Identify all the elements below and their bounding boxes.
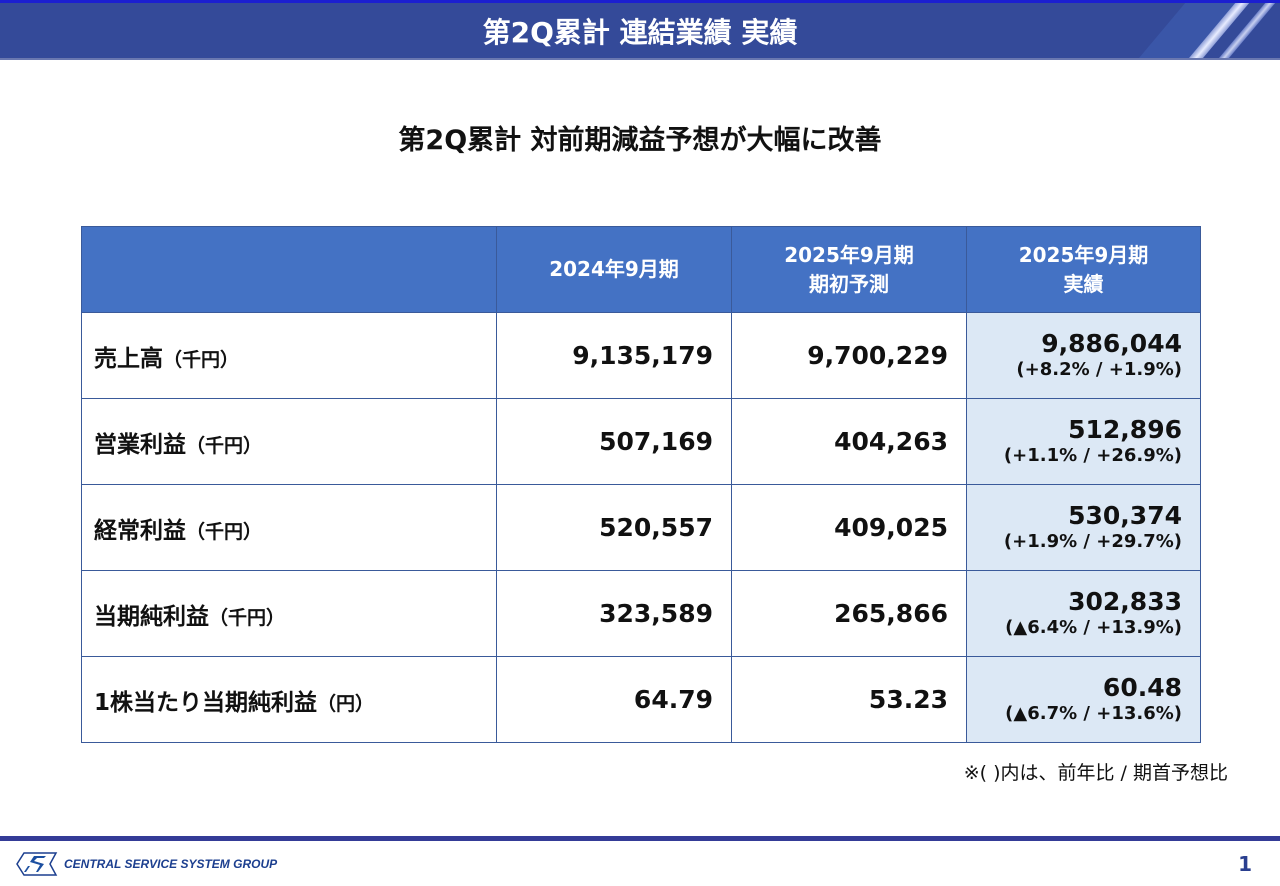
row-label: 当期純利益（千円） [81, 570, 497, 657]
table-header-row: 2024年9月期 2025年9月期 期初予測 2025年9月期 実績 [81, 226, 1201, 313]
prev-value: 507,169 [496, 398, 732, 485]
header-line: 実績 [1063, 271, 1104, 296]
prev-value: 64.79 [496, 656, 732, 743]
metric-name: 1株当たり当期純利益 [94, 689, 318, 716]
metric-unit: （円） [317, 692, 375, 715]
actual-value: 60.48 [1102, 673, 1182, 703]
header-prev: 2024年9月期 [496, 226, 732, 313]
footnote: ※( )内は、前年比 / 期首予想比 [963, 762, 1228, 784]
metric-unit: （千円） [186, 520, 263, 543]
metric-unit: （千円） [186, 434, 263, 457]
actual-cell: 60.48 (▲6.7% / +13.6%) [966, 656, 1201, 743]
metric-name: 売上高 [94, 345, 163, 372]
actual-ratio: (▲6.7% / +13.6%) [1005, 702, 1182, 724]
actual-ratio: (+1.9% / +29.7%) [1003, 530, 1182, 552]
actual-ratio: (▲6.4% / +13.9%) [1005, 616, 1182, 638]
table-row: 営業利益（千円） 507,169 404,263 512,896 (+1.1% /… [81, 398, 1201, 485]
header-line: 2025年9月期 [1018, 242, 1149, 267]
table-row: 当期純利益（千円） 323,589 265,866 302,833 (▲6.4% … [81, 570, 1201, 657]
row-label: 1株当たり当期純利益（円） [81, 656, 497, 743]
headline: 第2Q累計 対前期減益予想が大幅に改善 [398, 125, 882, 156]
actual-ratio: (+1.1% / +26.9%) [1003, 444, 1182, 466]
table-row: 売上高（千円） 9,135,179 9,700,229 9,886,044 (+8… [81, 312, 1201, 399]
forecast-value: 53.23 [731, 656, 967, 743]
actual-cell: 302,833 (▲6.4% / +13.9%) [966, 570, 1201, 657]
prev-value: 9,135,179 [496, 312, 732, 399]
prev-value: 520,557 [496, 484, 732, 571]
forecast-value: 9,700,229 [731, 312, 967, 399]
forecast-value: 409,025 [731, 484, 967, 571]
header-actual: 2025年9月期 実績 [966, 226, 1201, 313]
metric-unit: （千円） [209, 606, 286, 629]
metric-name: 当期純利益 [94, 603, 209, 630]
row-label: 経常利益（千円） [81, 484, 497, 571]
actual-cell: 512,896 (+1.1% / +26.9%) [966, 398, 1201, 485]
header-line: 2025年9月期 [784, 242, 914, 267]
actual-cell: 530,374 (+1.9% / +29.7%) [966, 484, 1201, 571]
actual-value: 302,833 [1068, 587, 1182, 617]
actual-value: 530,374 [1068, 501, 1182, 531]
footer-divider [0, 836, 1280, 841]
logo-icon [16, 852, 58, 876]
header-line: 期初予測 [809, 271, 889, 296]
metric-name: 経常利益 [94, 517, 186, 544]
results-table: 2024年9月期 2025年9月期 期初予測 2025年9月期 実績 売上高（千円）… [81, 226, 1201, 743]
row-label: 売上高（千円） [81, 312, 497, 399]
forecast-value: 404,263 [731, 398, 967, 485]
row-label: 営業利益（千円） [81, 398, 497, 485]
actual-value: 9,886,044 [1041, 329, 1182, 359]
title-bar: 第2Q累計 連結業績 実績 [0, 0, 1280, 60]
company-logo: CENTRAL SERVICE SYSTEM GROUP [16, 852, 277, 876]
actual-cell: 9,886,044 (+8.2% / +1.9%) [966, 312, 1201, 399]
table-row: 1株当たり当期純利益（円） 64.79 53.23 60.48 (▲6.7% / … [81, 656, 1201, 743]
logo-text: CENTRAL SERVICE SYSTEM GROUP [64, 857, 278, 871]
slide-title: 第2Q累計 連結業績 実績 [482, 16, 798, 49]
metric-unit: （千円） [163, 348, 240, 371]
forecast-value: 265,866 [731, 570, 967, 657]
actual-value: 512,896 [1068, 415, 1182, 445]
metric-name: 営業利益 [94, 431, 186, 458]
actual-ratio: (+8.2% / +1.9%) [1016, 358, 1182, 380]
table-row: 経常利益（千円） 520,557 409,025 530,374 (+1.9% /… [81, 484, 1201, 571]
prev-value: 323,589 [496, 570, 732, 657]
page-number: 1 [1238, 852, 1252, 876]
header-forecast: 2025年9月期 期初予測 [731, 226, 967, 313]
header-empty [81, 226, 497, 313]
